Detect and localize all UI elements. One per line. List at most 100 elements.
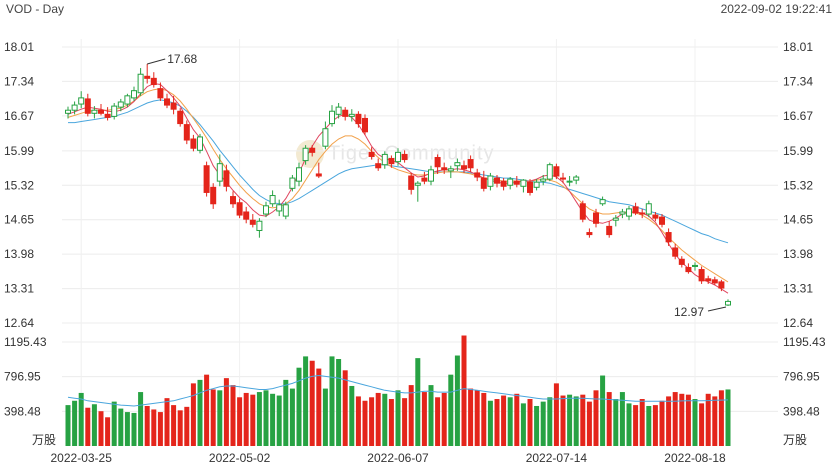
candle-body [546, 164, 553, 180]
candle-body [447, 168, 454, 172]
candle [289, 174, 296, 192]
volume-bar [329, 356, 335, 446]
volume-bar [98, 411, 104, 446]
candle-body [276, 204, 283, 212]
candle [520, 179, 527, 193]
x-tick-label: 2022-06-07 [367, 451, 429, 465]
candle-body [322, 128, 329, 147]
candle [309, 145, 316, 157]
candle [124, 93, 131, 108]
volume-bar [289, 388, 295, 446]
volume-bar [362, 400, 368, 446]
candle [507, 177, 514, 190]
volume-bars [65, 335, 731, 446]
candle [718, 279, 725, 292]
candle-body [375, 163, 382, 169]
candle-body [355, 113, 362, 125]
volume-bar [441, 392, 447, 446]
volume-bar [177, 410, 183, 446]
candle [586, 228, 593, 238]
volume-bar [600, 375, 606, 446]
volume-bar [184, 406, 190, 446]
x-tick-label: 2022-07-14 [526, 451, 588, 465]
candle [137, 68, 144, 96]
candle-body [348, 113, 355, 117]
candle-body [652, 214, 659, 219]
candle [533, 179, 540, 191]
volume-tick-label-left: 398.48 [4, 404, 41, 418]
candle-body [632, 206, 639, 214]
volume-bar [65, 405, 71, 446]
volume-bar [705, 393, 711, 446]
high-annotation-label: 17.68 [167, 52, 197, 66]
candle-body [269, 195, 276, 205]
candle [645, 200, 652, 218]
candle [421, 171, 428, 185]
volume-bar [243, 392, 249, 446]
candle [461, 160, 467, 173]
volume-bar [78, 392, 84, 446]
candle [302, 145, 309, 165]
candle [243, 206, 250, 224]
volume-bar [408, 385, 414, 446]
x-tick-label: 2022-03-25 [51, 451, 113, 465]
volume-bar [428, 385, 434, 446]
volume-bar [712, 396, 718, 446]
candle [84, 93, 91, 117]
candle [296, 162, 302, 187]
watermark-text: Tiger Community [328, 142, 495, 165]
candle-body [216, 163, 223, 182]
candle-body [183, 124, 190, 141]
volume-bar [672, 392, 678, 446]
candle [78, 91, 85, 109]
candle [348, 109, 355, 122]
price-tick-label-left: 16.67 [4, 109, 34, 123]
candle [599, 196, 606, 206]
candle [256, 218, 263, 238]
candle [144, 63, 151, 84]
volume-bar [204, 374, 210, 446]
volume-bar [237, 397, 243, 446]
timestamp: 2022-09-02 19:22:41 [720, 2, 832, 16]
volume-bar [388, 399, 394, 446]
volume-bar [131, 412, 137, 446]
candle-body [513, 180, 520, 185]
volume-bar [322, 388, 328, 446]
low-annotation-leader [707, 306, 727, 312]
volume-bar [487, 400, 493, 446]
candle-body [725, 300, 731, 306]
candle [131, 86, 137, 101]
candle [553, 163, 560, 180]
candle-body [302, 147, 309, 162]
candle [164, 93, 170, 109]
candle [282, 201, 289, 220]
candle [665, 228, 672, 246]
price-tick-label-right: 16.67 [783, 109, 813, 123]
volume-bar [197, 379, 203, 446]
volume-bar [718, 390, 724, 446]
candle-body [203, 165, 210, 193]
volume-bar [633, 405, 639, 446]
volume-bar [190, 383, 196, 446]
candle-body [672, 247, 679, 257]
volume-bar [263, 390, 269, 446]
candle [593, 208, 599, 228]
candle-body [395, 151, 401, 163]
candle-body [474, 172, 481, 178]
candle [223, 164, 230, 192]
candle [249, 214, 256, 228]
candle-body [428, 169, 434, 182]
volume-bar [157, 412, 163, 446]
candle-body [705, 278, 712, 282]
candle-body [296, 167, 302, 182]
candle [315, 162, 322, 179]
price-tick-label-right: 18.01 [783, 40, 813, 54]
candle [216, 154, 223, 187]
volume-bar [560, 395, 566, 446]
volume-bar [303, 356, 309, 446]
candle [335, 103, 342, 119]
volume-bar [619, 392, 625, 446]
volume-bar [105, 417, 111, 446]
candle-body [104, 113, 111, 118]
